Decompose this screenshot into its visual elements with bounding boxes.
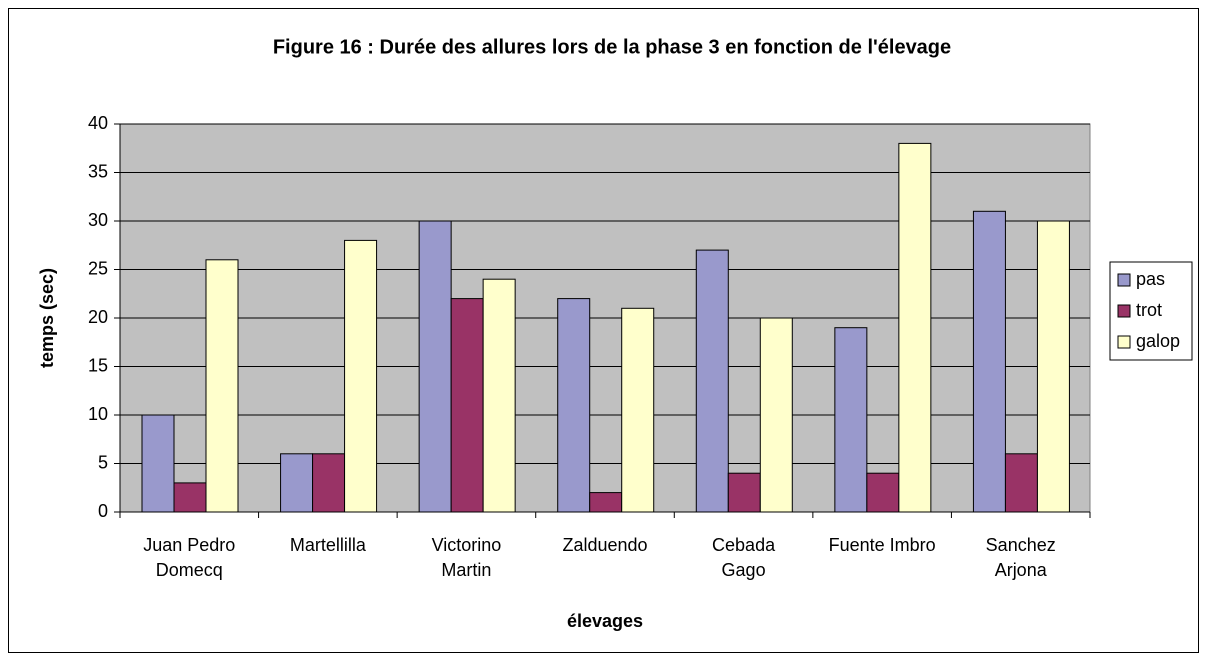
y-tick-label: 15 xyxy=(88,355,108,375)
y-tick-label: 20 xyxy=(88,307,108,327)
chart-title: Figure 16 : Durée des allures lors de la… xyxy=(273,36,951,58)
bar xyxy=(621,307,655,513)
y-tick-label: 30 xyxy=(88,210,108,230)
x-tick-label: Martin xyxy=(441,560,491,580)
bar xyxy=(727,472,761,513)
bar xyxy=(450,298,484,513)
bar xyxy=(1004,453,1038,513)
legend-label: galop xyxy=(1136,331,1180,351)
x-tick-label: Gago xyxy=(722,560,766,580)
x-tick-label: Sanchez xyxy=(986,535,1056,555)
bar xyxy=(898,142,932,513)
bar xyxy=(418,220,452,513)
bar xyxy=(482,278,516,513)
legend-swatch xyxy=(1117,304,1131,318)
y-tick-label: 5 xyxy=(98,452,108,472)
bar xyxy=(280,453,314,513)
y-tick-label: 10 xyxy=(88,404,108,424)
bar xyxy=(205,259,239,513)
x-tick-label: Juan Pedro xyxy=(143,535,235,555)
bar xyxy=(589,492,623,513)
x-tick-label: Victorino xyxy=(432,535,502,555)
bar xyxy=(972,210,1006,513)
x-tick-label: Fuente Imbro xyxy=(829,535,936,555)
y-tick-label: 35 xyxy=(88,161,108,181)
bar xyxy=(557,298,591,513)
y-axis-label: temps (sec) xyxy=(37,268,57,368)
x-axis-label: élevages xyxy=(567,611,643,631)
legend-label: pas xyxy=(1136,269,1165,289)
bar xyxy=(695,249,729,513)
x-tick-label: Zalduendo xyxy=(562,535,647,555)
y-tick-label: 25 xyxy=(88,258,108,278)
bar xyxy=(312,453,346,513)
legend-swatch xyxy=(1117,273,1131,287)
bar xyxy=(866,472,900,513)
y-tick-label: 40 xyxy=(88,113,108,133)
x-tick-label: Arjona xyxy=(995,560,1048,580)
bar xyxy=(344,239,378,513)
bar xyxy=(173,482,207,513)
legend-label: trot xyxy=(1136,300,1162,320)
x-tick-label: Martellilla xyxy=(290,535,367,555)
x-tick-label: Cebada xyxy=(712,535,776,555)
x-tick-label: Domecq xyxy=(156,560,223,580)
bar xyxy=(759,317,793,513)
bar xyxy=(834,327,868,513)
bar xyxy=(141,414,175,513)
legend-swatch xyxy=(1117,335,1131,349)
y-tick-label: 0 xyxy=(98,501,108,521)
bar xyxy=(1036,220,1070,513)
